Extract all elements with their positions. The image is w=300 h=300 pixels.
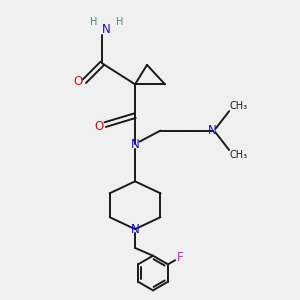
Text: N: N xyxy=(131,137,140,151)
Text: O: O xyxy=(74,75,83,88)
Text: O: O xyxy=(94,120,104,133)
Text: CH₃: CH₃ xyxy=(230,101,248,111)
Text: N: N xyxy=(102,22,111,36)
Text: N: N xyxy=(208,124,217,137)
Text: H: H xyxy=(90,16,97,27)
Text: CH₃: CH₃ xyxy=(230,150,248,161)
Text: F: F xyxy=(177,251,184,264)
Text: N: N xyxy=(131,223,140,236)
Text: H: H xyxy=(116,16,124,27)
